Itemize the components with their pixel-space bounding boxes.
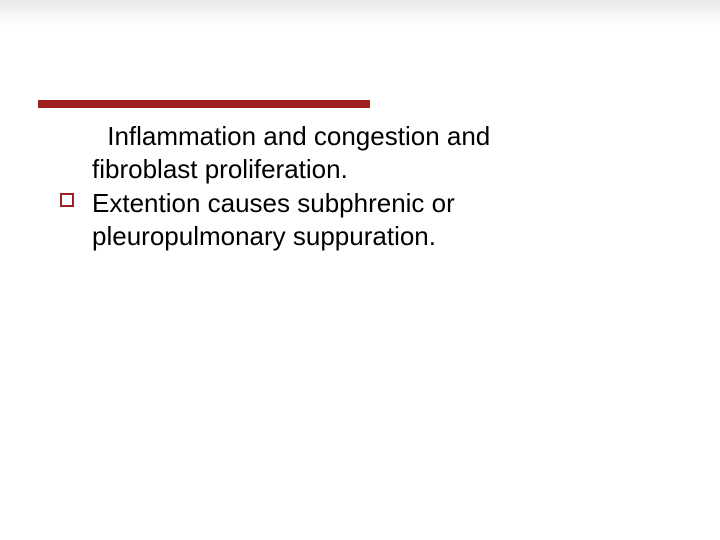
list-item-continuation: fibroblast proliferation. <box>60 153 660 186</box>
list-item-text: pleuropulmonary suppuration. <box>92 220 660 253</box>
bullet-slot <box>60 220 92 226</box>
square-bullet-icon <box>60 193 74 207</box>
bullet-slot <box>60 187 92 207</box>
list-item-text: fibroblast proliferation. <box>92 153 660 186</box>
body-content: Inflammation and congestion and fibrobla… <box>60 120 660 253</box>
horizontal-rule <box>38 100 370 108</box>
list-item: Extention causes subphrenic or <box>60 187 660 220</box>
bullet-slot <box>60 120 92 126</box>
list-item-text: Inflammation and congestion and <box>92 120 660 153</box>
text-line: Inflammation and congestion and <box>100 121 490 151</box>
bullet-slot <box>60 153 92 159</box>
slide: Inflammation and congestion and fibrobla… <box>0 0 720 540</box>
top-gradient <box>0 0 720 28</box>
list-item-continuation: pleuropulmonary suppuration. <box>60 220 660 253</box>
list-item: Inflammation and congestion and <box>60 120 660 153</box>
list-item-text: Extention causes subphrenic or <box>92 187 660 220</box>
